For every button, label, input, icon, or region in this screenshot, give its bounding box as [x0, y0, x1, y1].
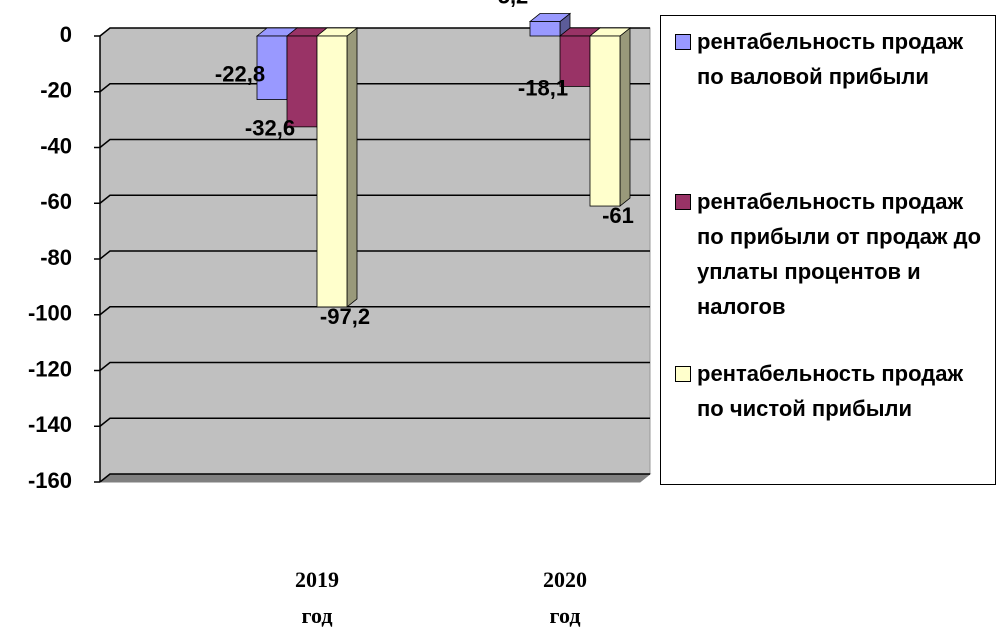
data-label: -18,1: [518, 75, 568, 100]
legend-swatch: [675, 366, 691, 382]
legend-entry: рентабельность продаж по чистой прибыли: [675, 356, 993, 426]
bar-side: [346, 27, 358, 308]
bar-front: [286, 35, 318, 128]
y-tick-label: 0: [60, 22, 72, 47]
bar-front: [559, 35, 591, 87]
grid-line: [99, 361, 650, 372]
y-tick-label: -20: [40, 78, 72, 103]
x-tick-label: 2019 год: [295, 567, 339, 628]
grid-line: [99, 83, 650, 93]
legend-entry: рентабельность продаж по прибыли от прод…: [675, 184, 993, 324]
bar-front: [256, 35, 288, 100]
y-tick-label: -60: [40, 189, 72, 214]
grid-line: [99, 194, 650, 204]
grid-line: [99, 138, 650, 149]
legend-label: рентабельность продаж по валовой прибыли: [697, 29, 964, 89]
legend-entry: рентабельность продаж по валовой прибыли: [675, 24, 993, 94]
y-tick-label: -40: [40, 133, 72, 158]
legend-swatch: [675, 34, 691, 50]
data-label: -32,6: [245, 116, 295, 141]
grid-line: [99, 473, 650, 483]
y-tick-label: -160: [28, 468, 72, 493]
bar: [315, 27, 359, 308]
data-label: -61: [602, 203, 634, 228]
grid-line: [99, 417, 650, 427]
y-tick-label: -140: [28, 412, 72, 437]
data-label: -97,2: [320, 304, 370, 329]
bar-front: [589, 35, 621, 207]
data-label: 5,2: [498, 0, 529, 8]
bar: [528, 12, 572, 37]
legend-label: рентабельность продаж по прибыли от прод…: [697, 189, 982, 319]
grid-line: [99, 250, 650, 260]
legend-label: рентабельность продаж по чистой прибыли: [697, 361, 964, 421]
grid-line: [99, 27, 650, 37]
legend: рентабельность продаж по валовой прибыли…: [660, 15, 996, 485]
legend-swatch: [675, 194, 691, 210]
bar-front: [316, 35, 348, 308]
data-label: -22,8: [215, 61, 265, 86]
y-tick-label: -120: [28, 356, 72, 381]
x-tick-label: 2020 год: [543, 567, 587, 628]
grid-line: [99, 306, 650, 316]
bar-front: [529, 21, 561, 37]
bar-side: [619, 27, 631, 207]
bar: [588, 27, 632, 207]
y-tick-label: -100: [28, 301, 72, 326]
floor: [98, 473, 652, 483]
y-tick-label: -80: [40, 245, 72, 270]
